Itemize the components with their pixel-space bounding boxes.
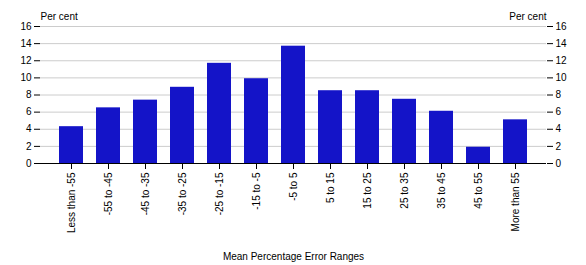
svg-text:2: 2	[26, 141, 32, 152]
svg-text:2: 2	[556, 141, 562, 152]
svg-text:0: 0	[26, 158, 32, 169]
svg-text:8: 8	[26, 89, 32, 100]
svg-text:Per cent: Per cent	[509, 11, 546, 22]
svg-text:16: 16	[20, 21, 32, 32]
svg-text:5 to 15: 5 to 15	[325, 172, 336, 203]
svg-text:6: 6	[556, 106, 562, 117]
svg-text:-25 to -15: -25 to -15	[214, 172, 225, 215]
svg-text:25 to 35: 25 to 35	[399, 172, 410, 209]
svg-text:Mean Percentage Error Ranges: Mean Percentage Error Ranges	[223, 251, 364, 262]
svg-text:12: 12	[556, 55, 568, 66]
svg-text:45 to 55: 45 to 55	[473, 172, 484, 209]
svg-text:14: 14	[20, 38, 32, 49]
svg-text:Less than -55: Less than -55	[66, 172, 77, 233]
svg-text:-55 to -45: -55 to -45	[103, 172, 114, 215]
svg-text:-45 to -35: -45 to -35	[140, 172, 151, 215]
svg-text:10: 10	[20, 72, 32, 83]
svg-text:6: 6	[26, 106, 32, 117]
svg-text:4: 4	[556, 123, 562, 134]
svg-text:More than 55: More than 55	[510, 172, 521, 231]
svg-text:-5 to 5: -5 to 5	[288, 172, 299, 201]
svg-text:4: 4	[26, 123, 32, 134]
svg-text:8: 8	[556, 89, 562, 100]
svg-text:-35 to -25: -35 to -25	[177, 172, 188, 215]
svg-text:-15 to -5: -15 to -5	[251, 172, 262, 210]
svg-text:15 to 25: 15 to 25	[362, 172, 373, 209]
svg-text:12: 12	[20, 55, 32, 66]
svg-text:14: 14	[556, 38, 568, 49]
svg-text:35 to 45: 35 to 45	[436, 172, 447, 209]
svg-text:Per cent: Per cent	[41, 11, 78, 22]
svg-text:16: 16	[556, 21, 568, 32]
svg-text:0: 0	[556, 158, 562, 169]
svg-text:10: 10	[556, 72, 568, 83]
